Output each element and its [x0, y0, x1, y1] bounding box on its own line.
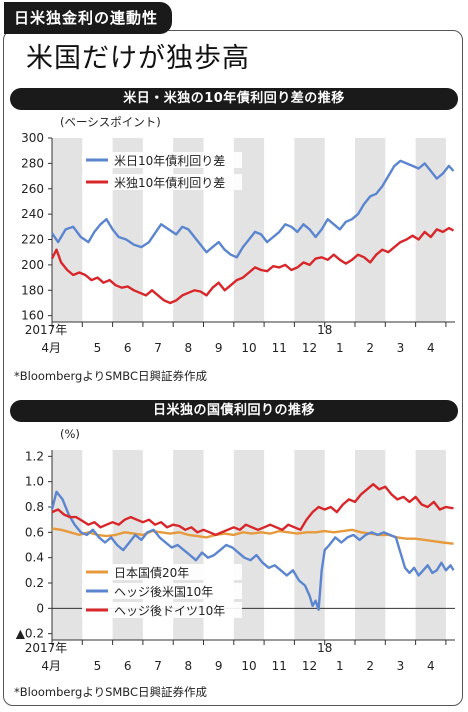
- y-tick-label: 0.4: [25, 551, 44, 565]
- y-tick-label: 260: [21, 182, 44, 196]
- legend-bg: [82, 152, 242, 168]
- x-tick-label: 8: [185, 341, 193, 355]
- legend-label: 米独10年債利回り差: [114, 175, 225, 190]
- unit-label: (ベーシスポイント): [60, 115, 161, 129]
- x-tick-label: 4月: [41, 341, 61, 355]
- month-band: [415, 450, 446, 640]
- chart2-source: *BloombergよりSMBC日興証券作成: [14, 685, 208, 699]
- x-tick-label: 12: [302, 659, 317, 673]
- series-line: [51, 483, 454, 537]
- y-tick-label: 0.2: [25, 576, 44, 590]
- x-tick-label: 3: [397, 659, 405, 673]
- month-band: [355, 450, 386, 640]
- x-tick-label: 18: [317, 641, 332, 655]
- unit-label: (%): [60, 427, 80, 441]
- y-tick-label: 0.6: [25, 525, 44, 539]
- y-tick-label: 0: [36, 601, 44, 615]
- y-tick-label: 180: [21, 283, 44, 297]
- x-tick-label: 11: [272, 341, 287, 355]
- x-tick-label: 2: [366, 341, 374, 355]
- x-tick-label: 7: [154, 659, 162, 673]
- series-line: [51, 527, 454, 545]
- series-line: [50, 226, 455, 305]
- x-tick-label: 5: [94, 341, 102, 355]
- chart1-svg: 160 180 200 220 240 260 280 300 (ベーシスポイント) 2017年 4…: [21, 115, 455, 355]
- chart2-title: 日米独の国債利回りの推移: [10, 400, 458, 422]
- headline: 米国だけが独歩高: [26, 43, 250, 74]
- x-tick-label: 2017年: [25, 323, 68, 337]
- x-tick-label: 12: [302, 341, 317, 355]
- x-tick-label: 8: [185, 659, 193, 673]
- y-tick-label: 1.0: [25, 475, 44, 489]
- chart1-title: 米日・米独の10年債利回り差の推移: [10, 88, 458, 110]
- x-tick-label: 3: [397, 341, 405, 355]
- series-line: [51, 159, 455, 259]
- x-tick-label: 4月: [41, 659, 61, 673]
- month-band: [294, 450, 325, 640]
- x-tick-label: 4: [427, 341, 435, 355]
- chart2-svg: ▲0.2 0 0.2 0.4 0.6 0.8 1.0 1.2 (%) 2017年 4月 5 6 7 8 9 10…: [16, 427, 455, 673]
- legend-label: 日本国債20年: [114, 565, 189, 580]
- x-tick-label: 2: [366, 659, 374, 673]
- x-tick-label: 1: [336, 341, 344, 355]
- x-tick-label: 10: [241, 341, 256, 355]
- month-band: [52, 450, 83, 640]
- series-line: [50, 490, 455, 611]
- x-tick-label: 18: [317, 323, 332, 337]
- y-tick-label: 200: [21, 258, 44, 272]
- x-tick-label: 9: [215, 341, 223, 355]
- x-tick-label: 10: [241, 659, 256, 673]
- x-tick-label: 6: [124, 341, 132, 355]
- y-tick-label: ▲0.2: [16, 627, 44, 641]
- y-tick-label: 160: [21, 309, 44, 323]
- legend-bg: [82, 564, 242, 580]
- legend-label: 米日10年債利回り差: [114, 153, 225, 168]
- legend-label: ヘッジ後ドイツ10年: [114, 604, 225, 618]
- section-tag: 日米独金利の連動性: [4, 2, 173, 34]
- legend-bg: [82, 602, 242, 618]
- month-band: [233, 138, 265, 322]
- y-tick-label: 1.2: [25, 449, 44, 463]
- legend-label: ヘッジ後米国10年: [114, 585, 213, 599]
- x-tick-label: 5: [94, 659, 102, 673]
- x-tick-label: 7: [154, 341, 162, 355]
- legend-bg: [82, 174, 242, 190]
- y-tick-label: 240: [21, 207, 44, 221]
- x-tick-label: 4: [427, 659, 435, 673]
- month-band: [355, 138, 386, 322]
- y-tick-label: 280: [21, 156, 44, 170]
- x-tick-label: 9: [215, 659, 223, 673]
- chart1-source: *BloombergよりSMBC日興証券作成: [14, 369, 208, 383]
- y-tick-label: 0.8: [25, 500, 44, 514]
- x-tick-label: 2017年: [25, 641, 68, 655]
- content-frame: [3, 30, 463, 706]
- y-tick-label: 220: [21, 233, 44, 247]
- x-tick-label: 6: [124, 659, 132, 673]
- x-tick-label: 11: [272, 659, 287, 673]
- legend-bg: [82, 583, 242, 599]
- y-tick-label: 300: [21, 131, 44, 145]
- x-tick-label: 1: [336, 659, 344, 673]
